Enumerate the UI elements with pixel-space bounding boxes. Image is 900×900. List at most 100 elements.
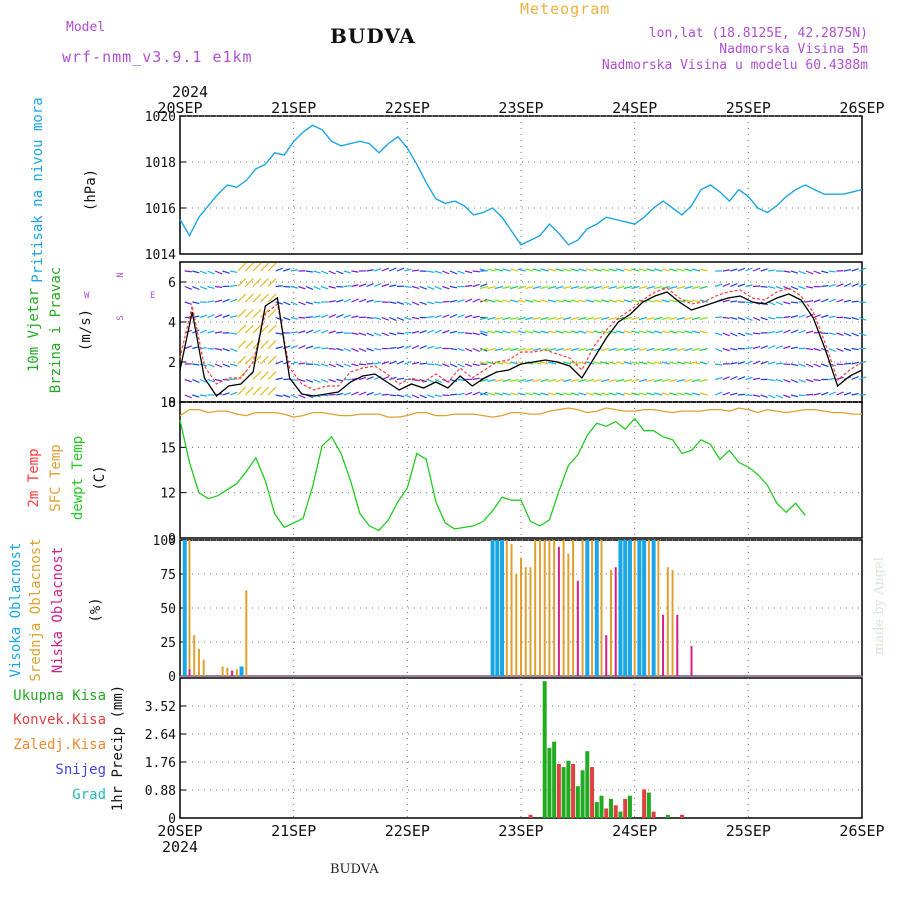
wind-arrow bbox=[638, 347, 648, 352]
wind-arrow bbox=[290, 316, 298, 320]
wind-arrow bbox=[653, 268, 663, 272]
wind-arrow bbox=[737, 267, 746, 272]
wind-arrow bbox=[836, 283, 844, 288]
wind-arrow bbox=[351, 347, 359, 353]
y-tick-label: 1016 bbox=[145, 202, 176, 217]
wind-arrow bbox=[585, 285, 595, 290]
wind-arrow bbox=[843, 282, 852, 288]
wind-arrow bbox=[858, 267, 867, 272]
wind-arrow bbox=[858, 332, 867, 337]
wind-arrow bbox=[320, 363, 329, 367]
wind-arrow bbox=[502, 299, 511, 303]
wind-arrow bbox=[457, 378, 465, 382]
high-cloud-bar bbox=[594, 540, 599, 676]
wind-arrow bbox=[821, 298, 829, 303]
wind-arrow bbox=[752, 360, 761, 365]
wind-arrow bbox=[472, 298, 480, 303]
wind-arrow bbox=[396, 267, 405, 272]
high-cloud-bar bbox=[651, 540, 656, 676]
wind-arrow bbox=[684, 347, 693, 352]
wind-arrow bbox=[305, 378, 314, 383]
wind-arrow bbox=[585, 361, 595, 365]
wind-arrow bbox=[244, 324, 254, 334]
wind-arrow bbox=[343, 270, 352, 274]
wind-arrow bbox=[207, 285, 215, 289]
mid-cloud-bar bbox=[515, 574, 518, 676]
wind-arrow bbox=[593, 299, 602, 303]
wind-arrow bbox=[578, 316, 587, 321]
conv-precip-bar bbox=[604, 808, 609, 818]
wind-arrow bbox=[570, 330, 579, 334]
wind-arrow bbox=[464, 347, 473, 352]
wind-arrow bbox=[563, 347, 572, 352]
wind-arrow bbox=[768, 361, 776, 365]
wind-arrow bbox=[419, 301, 427, 306]
wind-arrow bbox=[699, 361, 708, 365]
low-cloud-bar bbox=[676, 614, 679, 676]
mid-cloud-bar bbox=[567, 553, 570, 676]
pressure-panel-frame bbox=[179, 115, 863, 255]
wind-arrow bbox=[374, 316, 382, 320]
wind-arrow bbox=[411, 361, 420, 365]
wind-arrow bbox=[510, 285, 519, 290]
wind-arrow bbox=[631, 285, 640, 290]
wind-arrow bbox=[821, 314, 829, 319]
wind-arrow bbox=[699, 330, 708, 334]
wind-arrow bbox=[525, 285, 534, 290]
wind-arrow bbox=[396, 394, 405, 398]
snow-label: Snijeg bbox=[55, 762, 106, 778]
wind-arrow bbox=[389, 301, 397, 304]
total-precip-bar bbox=[580, 770, 585, 818]
wind-arrow bbox=[373, 332, 382, 337]
high-cloud-bar bbox=[495, 540, 500, 676]
wind-arrow bbox=[638, 361, 648, 365]
wind-arrow bbox=[199, 394, 207, 397]
wind-arrow bbox=[555, 347, 564, 352]
conv-precip-label: Konvek.Kisa bbox=[13, 712, 106, 728]
wind-arrow bbox=[290, 344, 299, 350]
wind-arrow bbox=[502, 285, 511, 290]
mid-cloud-bar bbox=[226, 667, 229, 676]
wind-arrow bbox=[790, 378, 799, 384]
wind-arrow bbox=[532, 268, 542, 272]
wind-arrow bbox=[237, 309, 247, 318]
wind-arrow bbox=[737, 393, 745, 396]
wind-arrow bbox=[638, 299, 648, 303]
wind-arrow bbox=[517, 316, 526, 321]
wind-arrow bbox=[207, 363, 215, 368]
wind-arrow bbox=[547, 268, 557, 272]
mid-cloud-bar bbox=[562, 540, 565, 676]
wind-arrow bbox=[669, 392, 678, 396]
wind-arrow bbox=[336, 299, 344, 303]
wind-arrow bbox=[343, 314, 352, 319]
wind-arrow bbox=[244, 293, 254, 303]
compass-n: N bbox=[116, 272, 126, 277]
wind-arrow bbox=[358, 332, 367, 336]
wind-arrow bbox=[237, 262, 247, 272]
wind-arrow bbox=[813, 270, 821, 275]
wind-arrow bbox=[328, 313, 336, 319]
mid-cloud-bar bbox=[671, 569, 674, 676]
wind-arrow bbox=[540, 392, 549, 396]
cloud-unit-label: (%) bbox=[88, 597, 104, 622]
wind-arrow bbox=[737, 361, 746, 365]
mid-cloud-bar bbox=[510, 544, 513, 676]
wind-arrow bbox=[828, 284, 837, 288]
wind-arrow bbox=[479, 361, 488, 365]
wind-arrow bbox=[230, 270, 238, 274]
wind-arrow bbox=[427, 378, 435, 383]
wind-arrow bbox=[510, 268, 519, 272]
wind-arrow bbox=[207, 378, 215, 383]
wind-arrow bbox=[843, 347, 852, 352]
wind-arrow bbox=[381, 361, 389, 365]
wind-arrow bbox=[267, 386, 277, 396]
wind-arrow bbox=[790, 329, 799, 334]
wind-arrow bbox=[638, 316, 648, 321]
wind-arrow bbox=[351, 363, 359, 367]
wind-arrow bbox=[775, 301, 784, 306]
wind-arrow bbox=[419, 394, 427, 399]
wind-arrow bbox=[532, 378, 542, 383]
wind-arrow bbox=[267, 293, 277, 303]
wind-arrow bbox=[336, 347, 344, 351]
model-name: wrf-nmm_v3.9.1 e1km bbox=[62, 48, 253, 66]
